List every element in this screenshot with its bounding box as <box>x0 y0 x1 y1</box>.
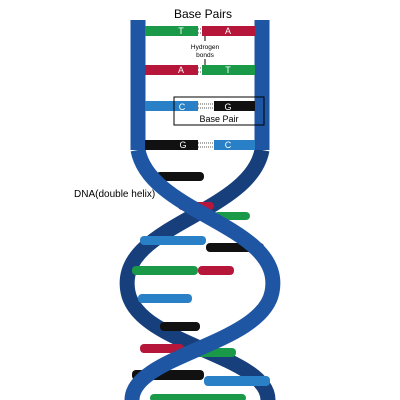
base-letter-left: A <box>178 65 184 75</box>
base-letter-right: C <box>225 140 232 150</box>
base-letter-right: A <box>225 26 231 36</box>
base-pair-label: Base Pair <box>199 114 238 124</box>
hydrogen-label-line1: Hydrogen <box>191 44 220 51</box>
base-pair-2: A T <box>145 65 255 75</box>
helix-back-strand <box>119 147 276 400</box>
helix-rungs <box>132 172 270 400</box>
base-left <box>145 101 198 111</box>
base-right <box>214 140 255 150</box>
base-pair-3: C G <box>145 101 255 112</box>
rung <box>204 376 270 386</box>
base-right <box>202 26 255 36</box>
rung <box>150 394 246 400</box>
rung <box>138 294 192 303</box>
base-letter-right: G <box>224 102 231 112</box>
base-pair-1: T A <box>145 26 255 36</box>
base-pair-highlight-box <box>173 96 265 126</box>
base-letter-left: T <box>178 26 184 36</box>
base-right <box>202 65 255 75</box>
base-letter-left: G <box>179 140 186 150</box>
rung <box>156 172 204 181</box>
rung <box>198 266 234 275</box>
base-left <box>145 26 198 36</box>
rung <box>140 236 206 245</box>
helix-front-strand <box>124 147 281 400</box>
base-letter-left: C <box>179 102 186 112</box>
hydrogen-label-line2: bonds <box>196 52 214 59</box>
rung <box>160 322 200 331</box>
diagram-title: Base Pairs <box>174 7 232 21</box>
base-letter-right: T <box>225 65 231 75</box>
base-right <box>214 101 255 111</box>
base-left <box>145 140 198 150</box>
helix-label: DNA(double helix) <box>74 189 155 200</box>
base-pair-4: G C <box>145 140 255 150</box>
rung <box>132 266 198 275</box>
rung <box>140 344 184 353</box>
base-left <box>145 65 198 75</box>
